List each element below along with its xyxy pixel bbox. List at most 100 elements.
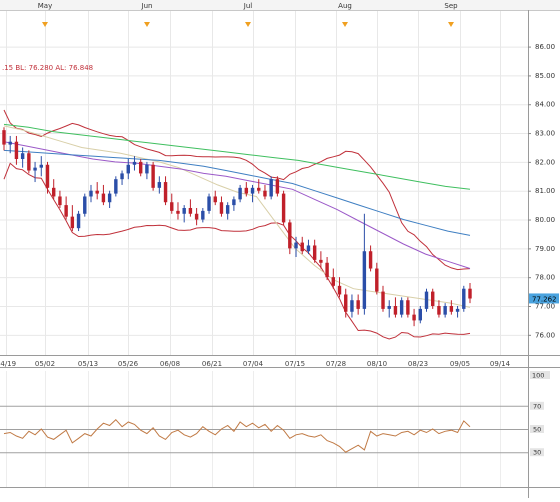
oscillator-max-label: 100 <box>532 372 544 380</box>
candle-body <box>406 300 410 315</box>
date-tick-label: 07/28 <box>326 360 346 368</box>
y-tick-label: 78.00 <box>535 274 555 282</box>
candle-body <box>201 210 205 220</box>
candle-body <box>424 291 429 309</box>
candle-body <box>312 245 317 260</box>
candle-body <box>455 308 460 312</box>
candle-body <box>449 306 454 312</box>
candle-body <box>412 314 416 321</box>
candle-body <box>170 202 174 211</box>
candle-body <box>83 196 87 214</box>
y-tick-label: 76.00 <box>535 331 555 339</box>
y-tick-label: 79.00 <box>535 245 555 253</box>
candle-body <box>437 306 441 315</box>
candle-body <box>462 288 466 309</box>
candle-body <box>14 141 19 159</box>
candle-body <box>188 208 193 214</box>
candle-body <box>368 251 373 269</box>
candle-body <box>350 300 354 312</box>
candle-body <box>331 277 336 286</box>
last-price-label: 77.262 <box>532 295 557 303</box>
date-tick-label: 09/14 <box>490 360 511 368</box>
month-label: Jun <box>141 2 153 10</box>
y-tick-label: 77.00 <box>535 303 555 311</box>
oscillator-level-label: 70 <box>533 402 541 410</box>
oscillator-line <box>3 418 471 453</box>
ma-blue-line <box>3 149 471 236</box>
bollinger-upper-line <box>3 109 471 271</box>
candle-body <box>145 164 149 174</box>
candle-body <box>381 291 385 309</box>
candle-body <box>107 193 112 203</box>
y-tick-label: 81.00 <box>535 187 555 195</box>
ma-purple-line <box>3 141 471 269</box>
candle-body <box>89 190 93 197</box>
grid-lines <box>0 11 528 487</box>
last-price-tag <box>529 293 559 304</box>
axes: 04/19 05/02 05/13 05/26 06/08 06/21 07/04 07/15… <box>0 2 559 368</box>
candle-body <box>418 308 423 321</box>
candle-body <box>70 216 75 229</box>
candle-body <box>393 306 398 315</box>
candle-body <box>132 161 137 165</box>
candle-body <box>306 245 311 252</box>
ma-fast-line <box>3 125 471 308</box>
candle-body <box>375 268 379 292</box>
month-marker-icon <box>144 22 150 27</box>
candle-body <box>300 242 304 252</box>
candle-body <box>362 251 367 309</box>
candle-body <box>232 199 236 206</box>
y-tick-label: 82.00 <box>535 158 555 166</box>
candle-body <box>39 164 43 168</box>
date-tick-label: 07/04 <box>243 360 264 368</box>
month-marker-icon <box>42 22 48 27</box>
date-tick-label: 09/05 <box>450 360 470 368</box>
candle-body <box>163 182 168 203</box>
candle-body <box>269 179 273 197</box>
candle-body <box>275 179 280 194</box>
candle-body <box>219 202 224 214</box>
candle-body <box>263 190 267 197</box>
oscillator-level-box <box>530 401 544 410</box>
month-marker-icon <box>342 22 348 27</box>
oscillator-level-label: 50 <box>533 426 541 434</box>
oscillator-level-box <box>530 448 544 457</box>
candle-body <box>244 187 249 194</box>
candle-body <box>387 306 391 309</box>
candle-body <box>126 164 130 174</box>
month-strip <box>0 0 560 10</box>
candle-body <box>250 187 255 194</box>
candle-body <box>20 153 25 159</box>
candlesticks <box>2 127 472 327</box>
candle-body <box>176 210 180 214</box>
candle-body <box>151 164 155 188</box>
oscillator-level-label: 30 <box>533 449 541 457</box>
candle-body <box>95 190 99 194</box>
date-tick-label: 04/19 <box>0 360 16 368</box>
month-label: May <box>38 2 52 10</box>
date-tick-label: 08/23 <box>408 360 428 368</box>
candle-body <box>288 222 292 249</box>
candle-body <box>319 259 323 263</box>
bollinger-lower-line <box>3 162 471 340</box>
oscillator-level-box <box>530 425 544 433</box>
candle-body <box>51 187 56 197</box>
y-tick-label: 84.00 <box>535 101 555 109</box>
ma-green-line <box>3 123 471 190</box>
y-tick-label: 86.00 <box>535 43 555 51</box>
candle-body <box>33 167 37 171</box>
bollinger-readout: .15 BL: 76.280 AL: 76.848 <box>2 64 93 72</box>
month-marker-icon <box>448 22 454 27</box>
candle-body <box>76 213 81 229</box>
candle-body <box>213 196 217 203</box>
candle-body <box>238 187 242 200</box>
candle-body <box>207 196 211 211</box>
candle-body <box>194 213 199 220</box>
candle-body <box>8 141 12 145</box>
candle-body <box>157 182 162 188</box>
candle-body <box>120 173 124 180</box>
candle-body <box>337 285 342 295</box>
indicator-lines <box>3 109 471 340</box>
